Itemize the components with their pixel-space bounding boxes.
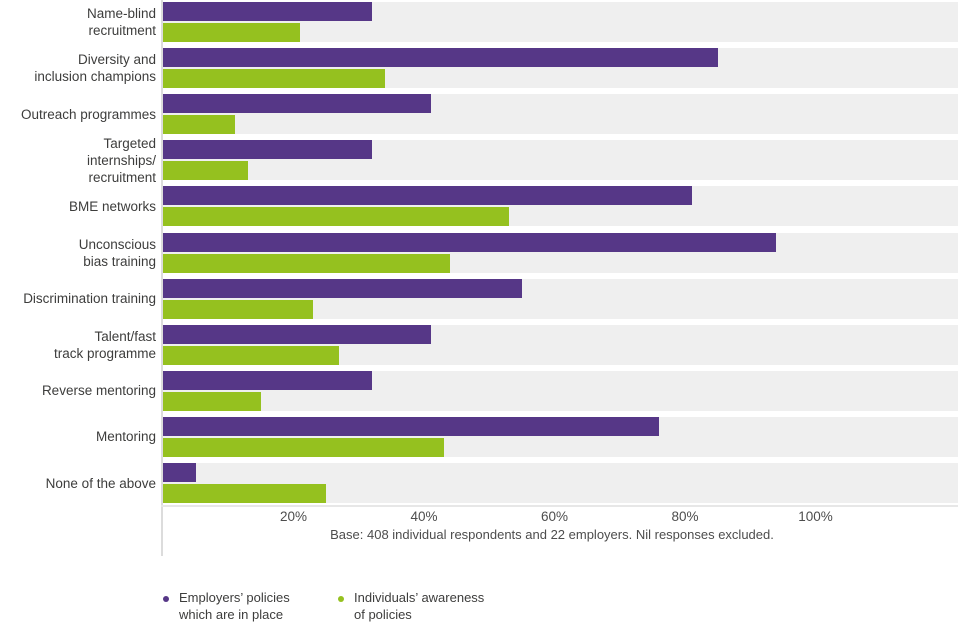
employer-policy-bar [163, 94, 431, 114]
employer-policy-bar [163, 324, 431, 344]
individual-awareness-bar [163, 484, 327, 503]
employer-policy-bar [163, 232, 777, 252]
category-label: Reverse mentoring [41, 383, 156, 399]
bar-row [163, 2, 958, 42]
bar-row [163, 232, 958, 273]
individual-awareness-bar [163, 299, 314, 319]
bar-row [163, 416, 958, 457]
individual-awareness-bar [163, 253, 451, 273]
individual-awareness-bar [163, 391, 261, 411]
x-tick-label: 20% [279, 509, 308, 524]
legend-label: Individuals’ awareness of policies [354, 590, 485, 622]
category-label: Name-blind recruitment [86, 6, 156, 38]
individual-awareness-bar [163, 345, 340, 365]
employer-policy-bar [163, 463, 196, 482]
employer-policy-bar [163, 186, 692, 206]
y-axis-line [161, 0, 163, 556]
base-note: Base: 408 individual respondents and 22 … [330, 527, 774, 542]
bar-row [163, 48, 958, 89]
category-label: Mentoring [95, 429, 156, 445]
employer-policy-bar [163, 370, 372, 390]
category-label: BME networks [68, 198, 156, 214]
x-tick-label: 40% [410, 509, 438, 524]
category-label: Discrimination training [23, 291, 156, 307]
category-label: Unconscious bias training [78, 236, 156, 269]
individual-awareness-bar [163, 23, 301, 42]
employer-policy-bar [163, 278, 522, 298]
employer-policy-bar [163, 140, 372, 160]
bar-row [163, 463, 958, 503]
legend-dot-icon [338, 596, 344, 602]
category-label: Talent/fast track programme [53, 328, 156, 361]
bar-row [163, 278, 958, 319]
employer-policy-bar [163, 48, 718, 68]
x-axis-line [161, 505, 958, 507]
bar-row [163, 324, 958, 365]
individual-awareness-bar [163, 207, 509, 227]
x-tick-label: 80% [671, 509, 699, 524]
x-tick-label: 60% [540, 509, 569, 524]
category-label: None of the above [45, 475, 156, 491]
individual-awareness-bar [163, 69, 385, 89]
legend-label: Employers’ policies which are in place [179, 590, 290, 622]
individual-awareness-bar [163, 161, 248, 181]
employer-policy-bar [163, 2, 372, 21]
x-tick-label: 100% [798, 509, 833, 524]
individual-awareness-bar [163, 437, 444, 457]
bar-row [163, 140, 958, 181]
category-label: Targeted internships/ recruitment [86, 135, 156, 185]
bar-row [163, 94, 958, 135]
bar-row [163, 370, 958, 411]
category-label: Outreach programmes [20, 106, 156, 122]
legend-dot-icon [163, 596, 169, 602]
employer-policy-bar [163, 416, 659, 436]
category-label: Diversity and inclusion champions [34, 52, 156, 85]
individual-awareness-bar [163, 115, 235, 135]
bar-row [163, 186, 958, 227]
